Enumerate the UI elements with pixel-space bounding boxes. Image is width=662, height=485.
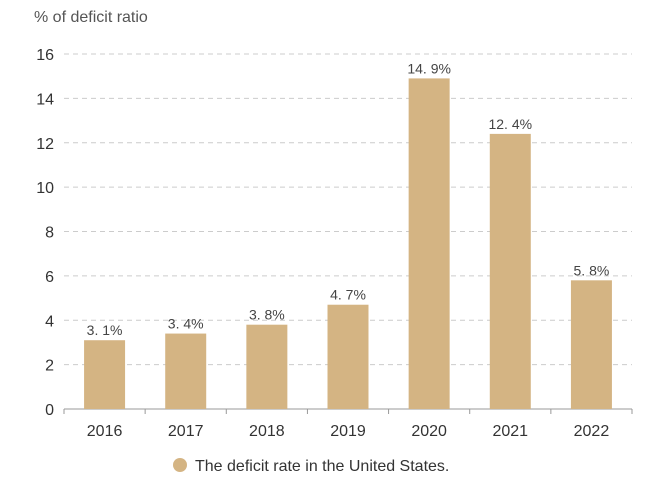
- y-tick-label: 0: [45, 402, 54, 419]
- data-label: 5. 8%: [574, 262, 610, 278]
- bars: [84, 78, 612, 409]
- legend-label: The deficit rate in the United States.: [195, 458, 449, 475]
- bar: [246, 324, 288, 409]
- data-labels: 3. 1% 3. 4% 3. 8% 4. 7% 14. 9% 12. 4% 5. 8%: [87, 60, 610, 338]
- bar: [570, 280, 612, 409]
- bar: [327, 304, 369, 409]
- data-label: 3. 8%: [249, 307, 285, 323]
- data-label: 12. 4%: [488, 116, 532, 132]
- x-axis-ticks: 2016 2017 2018 2019 2020 2021 2022: [63, 409, 633, 440]
- y-tick-label: 2: [45, 358, 54, 375]
- bar: [408, 78, 450, 409]
- x-tick-label: 2021: [492, 423, 528, 440]
- data-label: 14. 9%: [407, 60, 451, 76]
- data-label: 3. 1%: [87, 322, 123, 338]
- y-tick-label: 6: [45, 269, 54, 286]
- x-tick-label: 2018: [249, 423, 285, 440]
- x-tick-label: 2022: [574, 423, 610, 440]
- legend: The deficit rate in the United States.: [173, 458, 449, 475]
- y-tick-label: 14: [36, 91, 54, 108]
- data-label: 3. 4%: [168, 316, 204, 332]
- y-tick-label: 12: [36, 136, 54, 153]
- legend-swatch-icon: [173, 458, 187, 472]
- bar: [489, 133, 531, 409]
- y-tick-label: 8: [45, 225, 54, 242]
- x-tick-label: 2020: [411, 423, 447, 440]
- x-tick-label: 2019: [330, 423, 366, 440]
- y-axis-ticks: 0 2 4 6 8 10 12 14 16: [36, 47, 54, 419]
- x-tick-label: 2017: [168, 423, 204, 440]
- x-tick-label: 2016: [87, 423, 123, 440]
- y-tick-label: 4: [45, 313, 54, 330]
- y-tick-label: 10: [36, 180, 54, 197]
- y-axis-label: % of deficit ratio: [34, 9, 148, 26]
- bar: [84, 340, 126, 409]
- y-tick-label: 16: [36, 47, 54, 64]
- data-label: 4. 7%: [330, 287, 366, 303]
- bar: [165, 333, 207, 409]
